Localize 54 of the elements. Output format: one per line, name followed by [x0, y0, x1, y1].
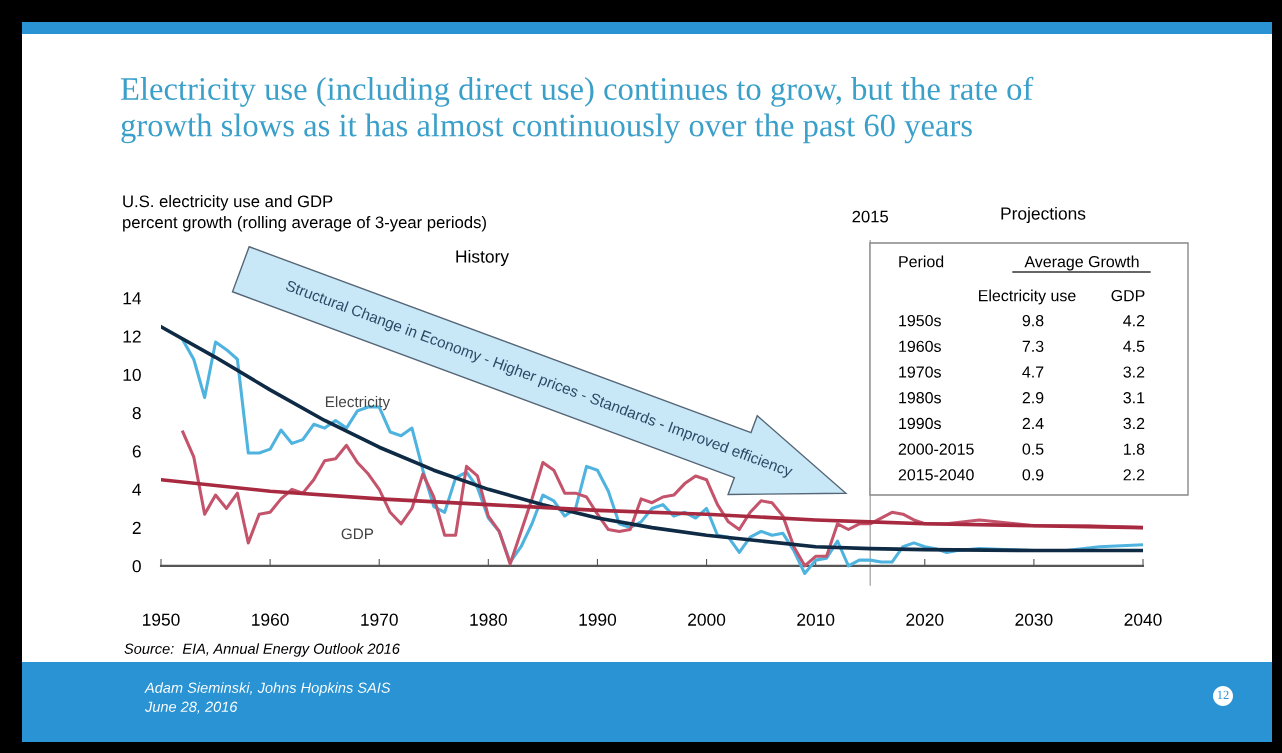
- x-tick-label: 2030: [1015, 613, 1053, 626]
- annotation: 2.4: [1022, 417, 1044, 429]
- y-tick-label: 12: [123, 330, 141, 343]
- x-tick-label: 2000: [688, 613, 726, 626]
- annotation: 0.9: [1022, 469, 1044, 481]
- text: Projections: [1001, 206, 1086, 224]
- annotation: 3.2: [1123, 417, 1145, 430]
- text: Average Growth: [1024, 255, 1139, 271]
- annotation: 1990s: [899, 417, 941, 430]
- annotation: 4.5: [1123, 340, 1145, 352]
- annotation: 7.3: [1022, 340, 1044, 352]
- y-axis-title: U.S. electricity use and GDP percent growth (rolling average of 3-year periods): [123, 195, 486, 232]
- series-label: GDP: [341, 528, 374, 540]
- x-tick-label: 2040: [1124, 613, 1162, 626]
- y-tick-label: 0: [132, 560, 141, 573]
- y-tick-label: 2: [132, 521, 141, 534]
- chart-title: Electricity use (including direct use) continues to grow, but the rate of growth slows as it has almost continuously over the past 60 years: [120, 76, 1034, 144]
- x-tick-label: 1990: [579, 613, 617, 626]
- annotation: 4.2: [1123, 314, 1145, 327]
- x-tick-label: 1980: [470, 613, 507, 626]
- x-tick-label: 1970: [361, 613, 398, 626]
- annotation: 3.2: [1123, 366, 1145, 378]
- text: History: [456, 249, 509, 267]
- y-tick-label: 10: [123, 368, 141, 381]
- series-label: Electricity: [325, 395, 391, 411]
- annotation: 4.7: [1022, 366, 1044, 378]
- annotation: 1970s: [899, 366, 941, 378]
- annotation: 2000-2015: [898, 443, 974, 455]
- text: 12: [1217, 690, 1229, 700]
- x-tick-label: 2020: [906, 613, 944, 626]
- annotation: 1.8: [1124, 443, 1145, 455]
- annotation: 9.8: [1022, 314, 1044, 327]
- ref-line-label: 2015: [852, 210, 889, 223]
- annotation: 2.2: [1123, 469, 1145, 481]
- annotation: 1960s: [899, 340, 941, 352]
- y-tick-label: 6: [132, 445, 141, 458]
- text: Period: [899, 255, 944, 268]
- y-tick-label: 8: [132, 406, 141, 420]
- annotation: GDP: [1111, 289, 1145, 302]
- annotation: 1950s: [899, 314, 941, 327]
- x-tick-label: 2010: [797, 613, 835, 626]
- x-tick-label: 1960: [252, 613, 289, 626]
- y-tick-label: 14: [123, 292, 142, 305]
- annotation: 2015-2040: [898, 469, 974, 481]
- y-tick-label: 4: [132, 483, 142, 496]
- text: June 28, 2016: [144, 701, 238, 714]
- annotation: Electricity use: [979, 289, 1076, 305]
- source-note: Source: EIA, Annual Energy Outlook 2016: [124, 643, 400, 657]
- annotation: 2.9: [1022, 392, 1044, 404]
- annotation: 3.1: [1123, 392, 1145, 404]
- annotation: 1980s: [899, 392, 941, 404]
- annotation: 0.5: [1022, 443, 1044, 455]
- x-tick-label: 1950: [143, 613, 180, 626]
- text: Adam Sieminski, Johns Hopkins SAIS: [144, 682, 391, 696]
